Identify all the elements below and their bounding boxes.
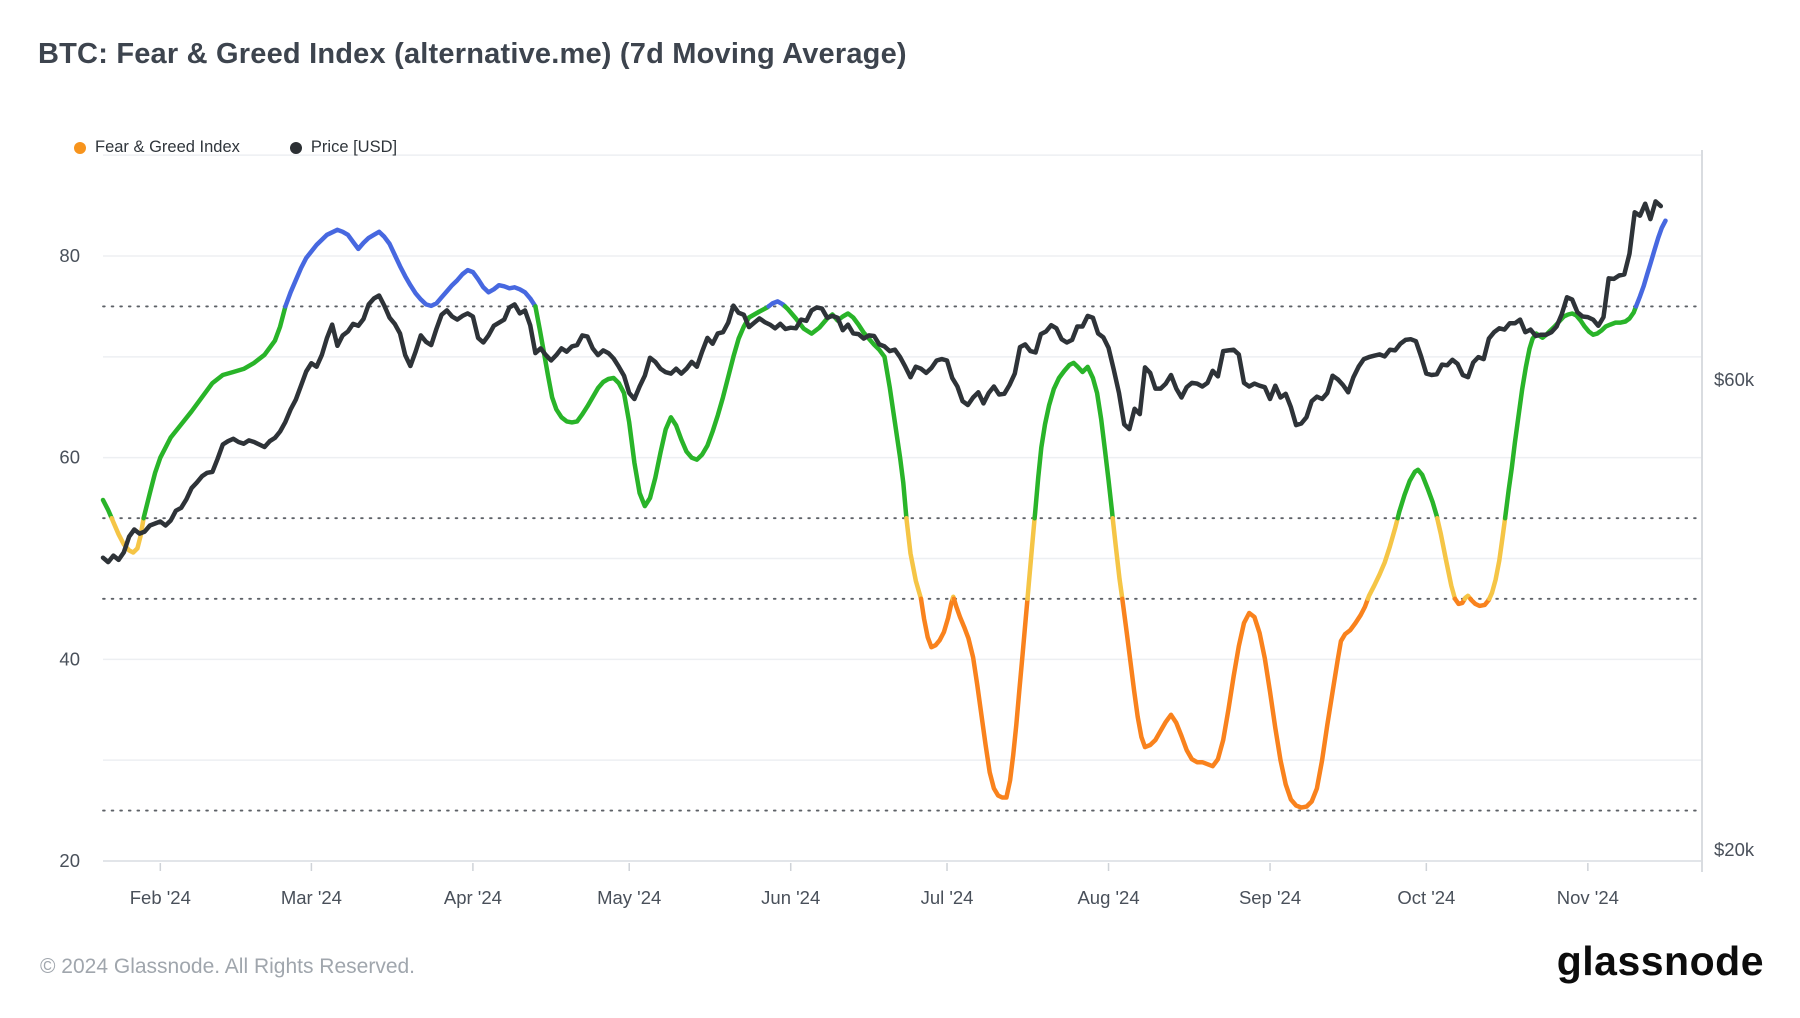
x-tick-label: Apr '24 [444,887,502,908]
fear-greed-line-segment [1032,360,1115,521]
fear-greed-legend-dot-icon [74,141,86,154]
legend-item-fear-greed[interactable]: Fear & Greed Index [74,138,240,157]
x-tick-label: Feb '24 [130,887,191,908]
x-tick-label: Sep '24 [1239,887,1301,908]
fear-greed-line-segment [918,596,955,650]
fear-greed-line-segment [1434,515,1458,602]
fear-greed-line-segment [951,596,1030,800]
fear-greed-line-segment [1468,596,1492,609]
x-tick-label: Aug '24 [1077,887,1139,908]
fear-greed-line-segment [1633,218,1668,309]
fear-greed-line-segment [1395,467,1440,521]
fear-greed-line-segment [1452,596,1468,607]
legend-item-price[interactable]: Price [USD] [289,138,398,157]
fear-greed-line-segment [1502,304,1639,521]
y-right-tick-label: $20k [1714,839,1755,860]
fear-greed-line-segment [1487,515,1508,602]
y-left-tick-label: 40 [59,648,80,669]
fear-greed-line-segment [109,515,146,555]
copyright-text: © 2024 Glassnode. All Rights Reserved. [40,955,416,978]
fear-greed-line-segment [100,497,114,521]
price-line [100,199,1664,565]
fear-greed-line-segment [1110,515,1125,602]
fear-greed-line-segment [1025,515,1037,602]
fear-greed-line-segment [782,304,909,521]
fear-greed-line-segment [766,299,788,309]
chart-legend: Fear & Greed Index Price [USD] [74,138,397,157]
x-tick-label: Jul '24 [921,887,974,908]
x-tick-label: May '24 [597,887,661,908]
legend-label: Price [USD] [310,138,398,156]
fear-greed-line-segment [141,304,288,521]
y-left-tick-label: 20 [59,850,80,871]
fear-greed-line-segment [533,304,771,509]
page-title: BTC: Fear & Greed Index (alternative.me)… [38,38,907,70]
fear-greed-line-segment [1120,596,1371,810]
x-tick-label: Mar '24 [281,887,342,908]
x-tick-label: Nov '24 [1557,887,1619,908]
legend-label: Fear & Greed Index [95,138,240,156]
x-tick-label: Oct '24 [1397,887,1455,908]
x-tick-label: Jun '24 [761,887,820,908]
price-legend-dot-icon [289,141,302,154]
y-left-tick-label: 60 [59,447,80,468]
fear-greed-line-segment [283,227,538,309]
fear-greed-line-segment [904,515,924,602]
fear-greed-line-segment [1365,515,1400,602]
glassnode-logo: glassnode [1556,938,1764,984]
y-right-tick-label: $60k [1714,369,1755,390]
y-left-tick-label: 80 [59,245,80,266]
